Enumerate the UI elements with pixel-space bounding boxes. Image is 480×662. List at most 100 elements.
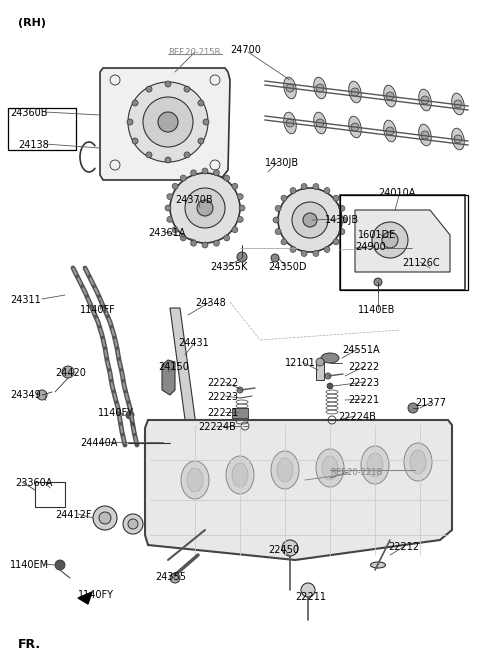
Bar [316, 362, 324, 380]
Circle shape [374, 278, 382, 286]
Text: 22211: 22211 [295, 592, 326, 602]
Circle shape [275, 205, 281, 211]
Text: 1140FF: 1140FF [80, 305, 116, 315]
Polygon shape [162, 360, 175, 395]
Circle shape [339, 205, 345, 211]
Text: 1601DE: 1601DE [358, 230, 396, 240]
Polygon shape [78, 592, 92, 604]
Ellipse shape [314, 77, 326, 99]
Circle shape [127, 119, 133, 125]
Circle shape [184, 86, 190, 92]
Circle shape [386, 92, 394, 100]
Circle shape [316, 119, 324, 127]
Text: FR.: FR. [18, 638, 41, 651]
Text: 24551A: 24551A [342, 345, 380, 355]
Circle shape [278, 188, 342, 252]
Polygon shape [355, 210, 450, 272]
Text: 22450: 22450 [268, 545, 299, 555]
Text: 22222: 22222 [207, 378, 238, 388]
Circle shape [339, 228, 345, 234]
Circle shape [214, 240, 219, 246]
Text: 22212: 22212 [388, 542, 419, 552]
Circle shape [167, 193, 173, 199]
Circle shape [454, 100, 462, 108]
Text: 24700: 24700 [230, 45, 261, 55]
Circle shape [324, 187, 330, 193]
Text: 12101: 12101 [285, 358, 316, 368]
Polygon shape [170, 308, 198, 442]
Text: 24412F: 24412F [55, 510, 92, 520]
Circle shape [281, 239, 287, 245]
Circle shape [185, 188, 225, 228]
Circle shape [281, 195, 287, 201]
Circle shape [224, 175, 230, 181]
Ellipse shape [226, 456, 254, 494]
Text: REF.20-215B: REF.20-215B [168, 48, 220, 57]
Circle shape [313, 183, 319, 189]
Circle shape [202, 242, 208, 248]
Circle shape [351, 123, 359, 131]
Text: 24349: 24349 [10, 390, 41, 400]
Circle shape [271, 254, 279, 262]
Ellipse shape [271, 451, 299, 489]
Text: 21377: 21377 [415, 398, 446, 408]
Circle shape [303, 213, 317, 227]
Circle shape [172, 183, 178, 189]
Circle shape [382, 232, 398, 248]
Circle shape [351, 88, 359, 96]
Ellipse shape [277, 458, 293, 482]
Text: 1140FY: 1140FY [78, 590, 114, 600]
Circle shape [146, 86, 152, 92]
Circle shape [180, 235, 186, 241]
Text: 24360B: 24360B [10, 108, 48, 118]
Text: 22223: 22223 [207, 392, 238, 402]
Text: 21126C: 21126C [402, 258, 440, 268]
Text: 22224B: 22224B [338, 412, 376, 422]
Circle shape [290, 246, 296, 252]
Bar [340, 195, 465, 290]
Circle shape [232, 227, 238, 233]
Text: 24348: 24348 [195, 298, 226, 308]
Circle shape [301, 183, 307, 189]
Circle shape [158, 112, 178, 132]
Text: (RH): (RH) [18, 18, 46, 28]
Bar [8, 108, 76, 150]
Text: 1140EB: 1140EB [358, 305, 396, 315]
Circle shape [237, 387, 243, 393]
Circle shape [62, 366, 74, 378]
Circle shape [341, 217, 347, 223]
Text: 1140FY: 1140FY [98, 408, 134, 418]
Circle shape [421, 96, 429, 104]
Text: 1430JB: 1430JB [325, 215, 359, 225]
Circle shape [316, 358, 324, 366]
Circle shape [37, 390, 47, 400]
Circle shape [165, 81, 171, 87]
Polygon shape [145, 420, 452, 560]
Circle shape [93, 506, 117, 530]
Ellipse shape [419, 89, 432, 111]
Circle shape [290, 187, 296, 193]
Ellipse shape [187, 468, 203, 492]
Ellipse shape [322, 456, 338, 480]
Text: 22222: 22222 [348, 362, 379, 372]
Text: 24370B: 24370B [175, 195, 213, 205]
Circle shape [198, 100, 204, 106]
Circle shape [313, 250, 319, 256]
Text: 24010A: 24010A [378, 188, 415, 198]
Bar [340, 195, 468, 290]
Circle shape [167, 216, 173, 222]
Circle shape [150, 438, 160, 448]
Text: 24420: 24420 [55, 368, 86, 378]
Ellipse shape [348, 81, 361, 103]
Circle shape [237, 252, 247, 262]
Text: 24350D: 24350D [268, 262, 307, 272]
FancyBboxPatch shape [163, 436, 185, 450]
Circle shape [327, 383, 333, 389]
Circle shape [454, 135, 462, 143]
Ellipse shape [284, 112, 296, 134]
Ellipse shape [321, 353, 339, 363]
Ellipse shape [181, 461, 209, 499]
Text: 22224B: 22224B [198, 422, 236, 432]
Text: 22223: 22223 [348, 378, 379, 388]
Circle shape [132, 138, 138, 144]
